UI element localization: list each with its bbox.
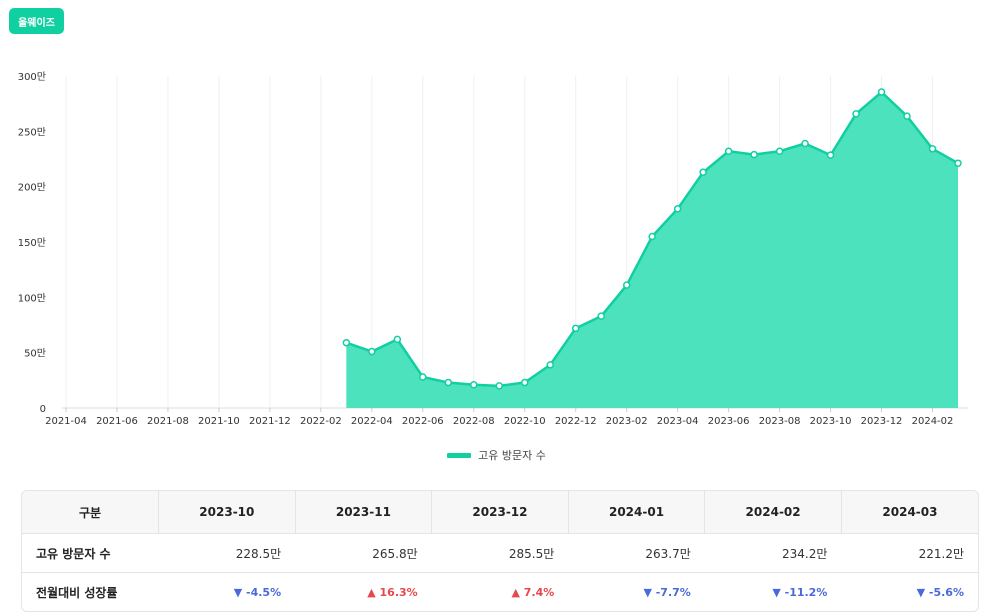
x-tick-label: 2022-12 [555, 416, 597, 427]
data-point [495, 382, 504, 390]
data-point [750, 150, 758, 159]
data-point [368, 347, 376, 356]
table-cell: 234.2만 [704, 533, 842, 573]
table-cell: ▲ 16.3% [295, 573, 432, 612]
x-tick-label: 2023-06 [708, 416, 750, 427]
x-tick-label: 2024-02 [912, 416, 954, 427]
table-row: 고유 방문자 수 228.5만 265.8만 285.5만 263.7만 234.2만 22… [22, 533, 978, 573]
table-header-row: 구분 2023-10 2023-11 2023-12 2024-01 2024-02 20… [22, 491, 978, 534]
data-point [546, 361, 554, 369]
table-cell: ▲ 7.4% [432, 573, 569, 612]
x-tick-label: 2022-10 [504, 416, 546, 427]
table-cell: 285.5만 [431, 533, 569, 573]
y-tick-label: 300만 [18, 71, 46, 83]
growth-down-value: ▼ -7.7% [643, 586, 691, 599]
visitor-area-chart: 0 50만 100만 150만 200만 250만 300만 2021-04 2021-06 20… [18, 71, 968, 427]
x-tick-label: 2022-06 [402, 416, 444, 427]
table-cell: ▼ -7.7% [568, 573, 705, 612]
data-point [520, 378, 529, 387]
table-cell: ▼ -4.5% [159, 573, 296, 612]
data-point [393, 335, 402, 344]
table-cell: ▼ -5.6% [841, 573, 978, 612]
table-column-header: 2024-03 [841, 491, 978, 534]
y-tick-label: 250만 [18, 126, 46, 138]
legend-label: 고유 방문자 수 [478, 449, 546, 462]
data-point [571, 324, 580, 333]
y-tick-label: 200만 [18, 182, 46, 194]
data-point [648, 232, 656, 241]
data-point [928, 145, 937, 153]
x-tick-label: 2022-02 [300, 416, 342, 427]
data-point [826, 151, 835, 159]
table-row-label: 전월대비 성장률 [36, 585, 118, 600]
brand-badge[interactable]: 올웨이즈 [9, 8, 64, 34]
table-cell: ▼ -11.2% [705, 573, 842, 612]
data-point [852, 110, 860, 118]
x-tick-label: 2021-08 [147, 416, 189, 427]
data-point [444, 378, 453, 387]
growth-down-value: ▼ -4.5% [233, 586, 282, 599]
growth-down-value: ▼ -11.2% [772, 586, 828, 599]
table-column-header: 2023-11 [295, 491, 433, 534]
y-tick-label: 50만 [24, 348, 46, 360]
legend-swatch [447, 452, 472, 458]
x-tick-label: 2021-04 [45, 416, 87, 427]
x-tick-label: 2022-04 [351, 416, 393, 427]
series-area [346, 92, 958, 408]
table-column-header: 2024-02 [704, 491, 842, 534]
table-column-header: 2023-12 [431, 491, 569, 534]
data-point [622, 281, 631, 289]
data-point [775, 147, 784, 156]
data-point [342, 338, 351, 347]
data-point [673, 205, 682, 213]
growth-up-value: ▲ 7.4% [511, 586, 555, 599]
table-column-header: 2023-10 [158, 491, 296, 534]
x-tick-label: 2023-04 [657, 416, 699, 427]
summary-table: 구분 2023-10 2023-11 2023-12 2024-01 2024-02 20… [21, 490, 979, 612]
chart-legend[interactable]: 고유 방문자 수 [0, 447, 993, 463]
x-tick-label: 2023-08 [759, 416, 801, 427]
data-point [801, 139, 809, 148]
x-tick-label: 2021-10 [198, 416, 240, 427]
table-column-header: 2024-01 [568, 491, 706, 534]
table-cell: 228.5만 [158, 533, 296, 573]
table-header-label: 구분 [22, 491, 160, 534]
x-tick-label: 2023-12 [861, 416, 903, 427]
x-tick-label: 2023-02 [606, 416, 648, 427]
data-point [954, 159, 962, 167]
data-point [419, 373, 427, 381]
data-point [597, 312, 605, 320]
table-cell: 265.8만 [295, 533, 432, 573]
growth-up-value: ▲ 16.3% [367, 586, 418, 599]
table-cell: 221.2만 [841, 533, 978, 573]
y-tick-label: 100만 [18, 292, 46, 304]
data-point [470, 381, 478, 389]
growth-down-value: ▼ -5.6% [916, 586, 964, 599]
x-tick-label: 2021-12 [249, 416, 291, 427]
data-point [903, 112, 911, 120]
data-point [699, 168, 707, 177]
y-tick-label: 0 [40, 404, 46, 415]
table-row: 전월대비 성장률 ▼ -4.5% ▲ 16.3% ▲ 7.4% ▼ -7.7% ▼ -11… [22, 573, 978, 612]
table-row-label: 고유 방문자 수 [22, 533, 159, 573]
data-point [724, 147, 733, 156]
y-tick-label: 150만 [18, 237, 46, 249]
x-tick-label: 2023-10 [810, 416, 852, 427]
data-point [877, 88, 886, 96]
table-cell: 263.7만 [568, 533, 705, 573]
x-tick-label: 2022-08 [453, 416, 495, 427]
x-tick-label: 2021-06 [96, 416, 138, 427]
